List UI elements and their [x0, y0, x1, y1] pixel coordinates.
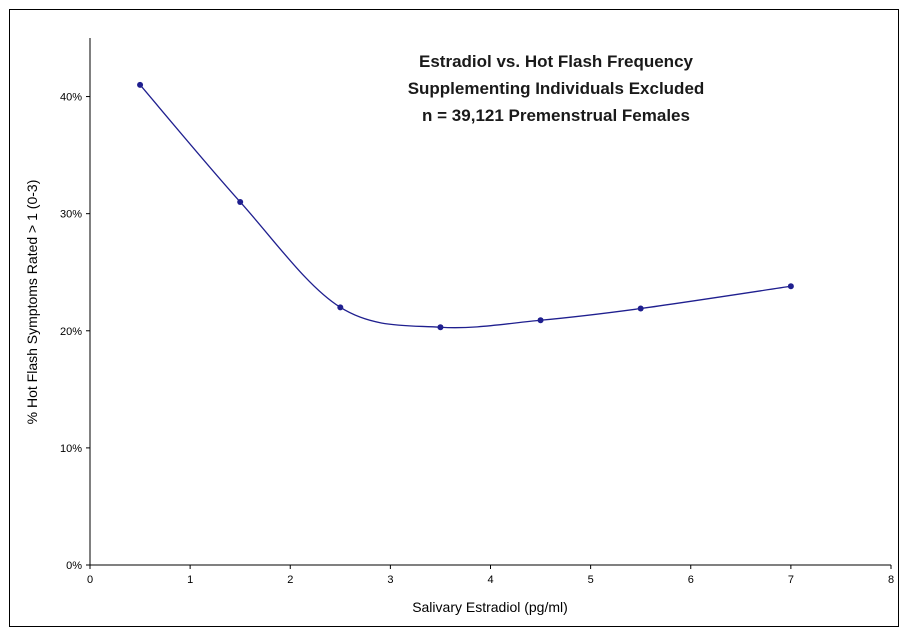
- y-tick-label: 30%: [60, 209, 82, 221]
- x-tick-label: 4: [487, 574, 493, 586]
- chart-frame: Estradiol vs. Hot Flash Frequency Supple…: [9, 9, 899, 627]
- y-tick-label: 40%: [60, 92, 82, 104]
- data-point: [537, 317, 544, 324]
- data-point: [337, 304, 344, 311]
- x-axis-title: Salivary Estradiol (pg/ml): [412, 599, 568, 615]
- x-tick-label: 7: [788, 574, 794, 586]
- data-point: [437, 324, 444, 331]
- chart-title: Estradiol vs. Hot Flash Frequency Supple…: [408, 52, 705, 125]
- y-tick-label: 20%: [60, 326, 82, 338]
- chart-title-line-1: Estradiol vs. Hot Flash Frequency: [419, 52, 694, 71]
- x-tick-label: 3: [387, 574, 393, 586]
- data-point: [637, 305, 644, 312]
- x-tick-label: 0: [87, 574, 93, 586]
- x-tick-label: 8: [888, 574, 894, 586]
- x-tick-label: 2: [287, 574, 293, 586]
- x-tick-label: 5: [588, 574, 594, 586]
- series-points: [137, 81, 794, 331]
- line-chart: Estradiol vs. Hot Flash Frequency Supple…: [24, 38, 894, 615]
- data-point: [237, 198, 244, 205]
- chart-title-line-2: Supplementing Individuals Excluded: [408, 79, 705, 98]
- y-tick-label: 10%: [60, 443, 82, 455]
- data-point: [137, 81, 144, 88]
- y-tick-label: 0%: [66, 560, 82, 572]
- x-tick-label: 6: [688, 574, 694, 586]
- y-axis-ticks: 0% 10% 20% 30% 40%: [60, 92, 90, 572]
- x-tick-label: 1: [187, 574, 193, 586]
- x-axis-ticks: 0 1 2 3 4 5 6 7 8: [87, 565, 894, 586]
- y-axis-title: % Hot Flash Symptoms Rated > 1 (0-3): [24, 180, 40, 425]
- chart-title-line-3: n = 39,121 Premenstrual Females: [422, 106, 690, 125]
- data-point: [787, 283, 794, 290]
